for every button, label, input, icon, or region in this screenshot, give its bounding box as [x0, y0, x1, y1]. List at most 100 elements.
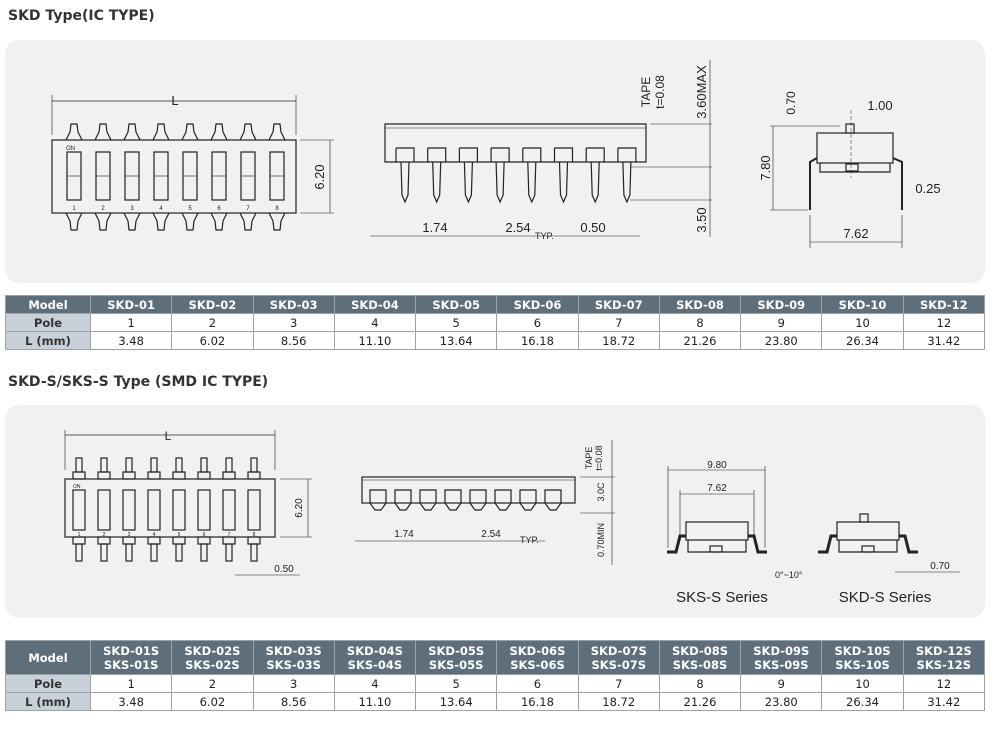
dim-7-80: 7.80	[758, 155, 773, 180]
sks-model: SKS-06S	[510, 657, 565, 672]
skd-model: SKD-03S	[265, 643, 322, 658]
skd-model: SKD-06S	[509, 643, 566, 658]
switch-number: 3	[130, 206, 134, 212]
model-row: Model SKD-01S SKS-01S SKD-02S SKS-02S SKD-03S…	[5, 640, 986, 675]
dim-6-20: 6.20	[312, 164, 327, 189]
dim-2-54: 2.54	[505, 220, 530, 235]
side-pin	[458, 147, 478, 204]
pin-top	[268, 123, 286, 141]
smd-tape-thickness: t=0.08	[594, 445, 604, 470]
smd-pin-bottom	[225, 543, 233, 562]
smd-side-pin	[369, 489, 387, 511]
dim-0-25: 0.25	[915, 181, 940, 196]
table-cell: SKD-07	[577, 295, 660, 314]
table-cell: 16.18	[496, 692, 579, 711]
skd-spec-table: Model SKD-01 SKD-02 SKD-03 SKD-04 SKD-05 SKD-0…	[5, 295, 986, 350]
table-cell: SKD-06	[496, 295, 579, 314]
table-cell: 10	[821, 674, 904, 693]
table-cell: 8	[658, 674, 742, 693]
length-row: L (mm) 3.48 6.02 8.56 11.10 13.64 16.18 18.72 21…	[5, 331, 986, 350]
table-cell: 26.34	[821, 692, 904, 711]
table-cell: 23.80	[740, 331, 823, 350]
table-cell: 31.42	[902, 692, 986, 711]
smd-pin-top	[75, 457, 83, 473]
pin-bottom	[181, 212, 199, 231]
smd-switch-number: 2	[103, 532, 106, 538]
ic-side-view	[370, 60, 712, 237]
table-cell: 4	[333, 674, 417, 693]
pin-bottom	[65, 212, 83, 231]
length-header: L (mm)	[5, 692, 91, 711]
table-cell: SKD-09S SKS-09S	[740, 640, 823, 675]
skd-model: SKD-08S	[671, 643, 728, 658]
table-cell: 3	[252, 313, 335, 332]
skd-model: SKD-01S	[103, 643, 160, 658]
smd-pin-top-foot	[197, 471, 211, 480]
smd-type-drawing-panel	[5, 405, 985, 618]
table-cell: 6	[496, 313, 579, 332]
sks-model: SKS-05S	[428, 657, 484, 672]
table-cell: 21.26	[658, 692, 742, 711]
sks-s-end-view	[667, 466, 767, 554]
table-cell: 8.56	[252, 692, 335, 711]
sks-model: SKS-10S	[835, 657, 890, 672]
table-cell: SKD-06S SKS-06S	[496, 640, 579, 675]
table-cell: 1	[89, 313, 173, 332]
switch-number: 2	[101, 206, 105, 212]
table-cell: SKD-02	[171, 295, 254, 314]
smd-on-label: ON	[73, 484, 81, 490]
smd-dim-3-00: 3.0C	[596, 482, 606, 502]
switch-number: 4	[159, 206, 163, 212]
smd-pin-top-foot	[122, 471, 136, 480]
table-cell: SKD-02S SKS-02S	[171, 640, 254, 675]
skd-model: SKD-07S	[590, 643, 647, 658]
smd-switch-number: 3	[128, 532, 131, 538]
smd-switch-slot	[72, 489, 86, 531]
length-header: L (mm)	[5, 331, 91, 350]
smd-dim-0-50: 0.50	[274, 564, 294, 575]
table-cell: 5	[415, 313, 498, 332]
smd-switch-slot	[222, 489, 236, 531]
sks-model: SKS-04S	[347, 657, 403, 672]
pin-top	[152, 123, 170, 141]
pin-top	[181, 123, 199, 141]
table-cell: 13.64	[415, 331, 498, 350]
tape-thickness: t=0.08	[653, 75, 667, 109]
table-cell: SKD-04S SKS-04S	[333, 640, 417, 675]
smd-typ-label: TYP.	[520, 535, 539, 545]
table-cell: 3	[252, 674, 335, 693]
smd-pin-top-foot	[247, 471, 261, 480]
pin-bottom	[210, 212, 228, 231]
smd-dim-0-70min: 0.70MIN	[596, 523, 606, 557]
dim-0-50: 0.50	[580, 220, 605, 235]
smd-top-view: 1 2 3 4 5 6 7 8	[64, 430, 312, 576]
smd-pin-bottom	[100, 543, 108, 562]
side-pin	[522, 147, 542, 204]
table-cell: 18.72	[577, 331, 660, 350]
table-cell: 8.56	[252, 331, 335, 350]
table-cell: 1	[89, 674, 173, 693]
table-cell: 2	[171, 674, 254, 693]
smd-side-pin	[419, 489, 437, 511]
smd-pin-top	[225, 457, 233, 473]
table-cell: SKD-12	[902, 295, 986, 314]
pin-top	[239, 123, 257, 141]
pin-bottom	[152, 212, 170, 231]
smd-pin-top	[175, 457, 183, 473]
pin-top	[94, 123, 112, 141]
table-cell: 7	[577, 313, 660, 332]
smd-side-pin	[519, 489, 537, 511]
pole-header: Pole	[5, 313, 91, 332]
ic-end-view	[770, 110, 903, 248]
pin-bottom	[239, 212, 257, 231]
table-cell: 8	[658, 313, 742, 332]
smd-switch-number: 4	[153, 532, 156, 538]
sks-model: SKS-07S	[591, 657, 646, 672]
table-cell: 9	[740, 313, 823, 332]
smd-dim-1-74: 1.74	[394, 529, 414, 540]
dim-9-80: 9.80	[707, 460, 727, 471]
smd-switch-slot	[197, 489, 211, 531]
table-cell: SKD-04	[333, 295, 417, 314]
table-cell: SKD-12S SKS-12S	[902, 640, 986, 675]
side-pin	[585, 147, 605, 204]
